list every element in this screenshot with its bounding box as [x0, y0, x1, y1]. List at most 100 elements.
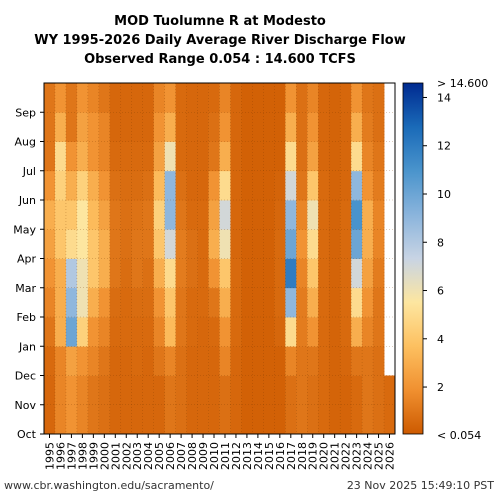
- heatmap-cell: [164, 317, 177, 347]
- heatmap-cell: [131, 170, 144, 201]
- heatmap-cell: [219, 258, 231, 289]
- heatmap-cell: [87, 229, 100, 259]
- x-tick-label: 1996: [54, 442, 67, 470]
- heatmap-cell: [131, 141, 144, 172]
- heatmap-cell: [285, 287, 297, 318]
- heatmap-cell: [318, 229, 330, 259]
- heatmap-cell: [142, 258, 155, 289]
- heatmap-cell: [318, 317, 330, 347]
- heatmap-cell: [219, 83, 231, 113]
- heatmap-cell: [296, 404, 308, 435]
- heatmap-cell: [241, 258, 253, 289]
- heatmap-cell: [131, 200, 144, 230]
- heatmap-cell: [318, 375, 330, 406]
- heatmap-cell: [307, 141, 319, 172]
- heatmap-cell: [219, 375, 231, 406]
- heatmap-cell: [241, 141, 253, 172]
- heatmap-cell: [252, 141, 264, 172]
- heatmap-cell: [274, 229, 286, 259]
- heatmap-cell: [109, 170, 122, 201]
- heatmap-cell: [340, 346, 352, 376]
- heatmap-cell: [241, 317, 253, 347]
- heatmap-cell: [318, 200, 330, 230]
- heatmap-cell: [263, 83, 275, 113]
- heatmap-cell: [329, 317, 341, 347]
- heatmap-cell: [153, 375, 166, 406]
- heatmap-cell: [175, 170, 187, 201]
- heatmap-cell: [252, 112, 264, 142]
- heatmap-cell: [263, 346, 275, 376]
- x-tick-label: 2019: [307, 442, 320, 470]
- heatmap-cell: [373, 112, 385, 142]
- y-tick-label: Nov: [15, 399, 37, 412]
- heatmap-cell: [131, 229, 144, 259]
- heatmap-cell: [340, 375, 352, 406]
- heatmap-cell: [307, 258, 319, 289]
- heatmap-cell: [230, 141, 242, 172]
- heatmap-cell: [131, 287, 144, 318]
- y-tick-label: Feb: [17, 311, 36, 324]
- heatmap-cell: [208, 287, 220, 318]
- x-tick-label: 2020: [318, 442, 331, 470]
- heatmap-cell: [131, 258, 144, 289]
- heatmap-cell: [175, 141, 187, 172]
- heatmap-cell: [340, 229, 352, 259]
- heatmap-cell: [109, 229, 122, 259]
- heatmap-cell: [351, 346, 363, 376]
- heatmap-cell: [109, 346, 122, 376]
- heatmap-cell: [219, 229, 231, 259]
- y-axis: Oct Nov Dec Jan Feb Mar Apr May Jun Jul Aug Sep: [13, 106, 44, 441]
- colorbar-axis: 2 4 6 8 10 12 14: [423, 91, 451, 394]
- heatmap-cell: [153, 229, 166, 259]
- heatmap-cell: [87, 200, 100, 230]
- heatmap-cell: [197, 83, 209, 113]
- heatmap-cell: [44, 287, 56, 318]
- heatmap-cell: [362, 200, 374, 230]
- heatmap-cell: [44, 170, 56, 201]
- heatmap-cell: [186, 83, 198, 113]
- heatmap-cell: [219, 112, 231, 142]
- heatmap-cell: [285, 404, 297, 435]
- heatmap-cell: [274, 375, 286, 406]
- heatmap-cell: [285, 83, 297, 113]
- heatmap-cell: [373, 229, 385, 259]
- heatmap-cell: [329, 112, 341, 142]
- heatmap-cell: [44, 346, 56, 376]
- heatmap-cell: [285, 375, 297, 406]
- heatmap-cell: [230, 287, 242, 318]
- heatmap-cell: [241, 287, 253, 318]
- heatmap-cell: [87, 141, 100, 172]
- heatmap-cell: [44, 404, 56, 435]
- heatmap-cell: [318, 141, 330, 172]
- heatmap-cell: [263, 112, 275, 142]
- heatmap-cell: [208, 141, 220, 172]
- heatmap-cell: [230, 200, 242, 230]
- heatmap-cell: [307, 404, 319, 435]
- x-tick-label: 2021: [329, 442, 342, 470]
- heatmap-cell: [318, 258, 330, 289]
- y-tick-label: Jul: [22, 165, 36, 178]
- heatmap-cell: [230, 346, 242, 376]
- heatmap-cell: [54, 317, 67, 347]
- heatmap-cell: [219, 317, 231, 347]
- heatmap-cell: [54, 404, 67, 435]
- heatmap-cell: [65, 112, 78, 142]
- heatmap-cell: [76, 141, 89, 172]
- heatmap-cell: [142, 170, 155, 201]
- x-tick-label: 1997: [65, 442, 78, 470]
- heatmap-cell: [329, 229, 341, 259]
- heatmap-cell: [230, 258, 242, 289]
- heatmap-cell: [329, 404, 341, 435]
- heatmap-cell: [329, 346, 341, 376]
- x-tick-label: 2006: [164, 442, 177, 470]
- x-tick-label: 2024: [362, 442, 375, 470]
- heatmap-cell: [120, 83, 133, 113]
- heatmap-cell: [340, 287, 352, 318]
- heatmap-cell: [285, 229, 297, 259]
- heatmap-cell: [296, 141, 308, 172]
- heatmap-cell: [373, 141, 385, 172]
- colorbar-tick-label: 6: [437, 285, 444, 298]
- x-tick-label: 2015: [263, 442, 276, 470]
- heatmap-cell: [274, 287, 286, 318]
- heatmap-cell: [208, 112, 220, 142]
